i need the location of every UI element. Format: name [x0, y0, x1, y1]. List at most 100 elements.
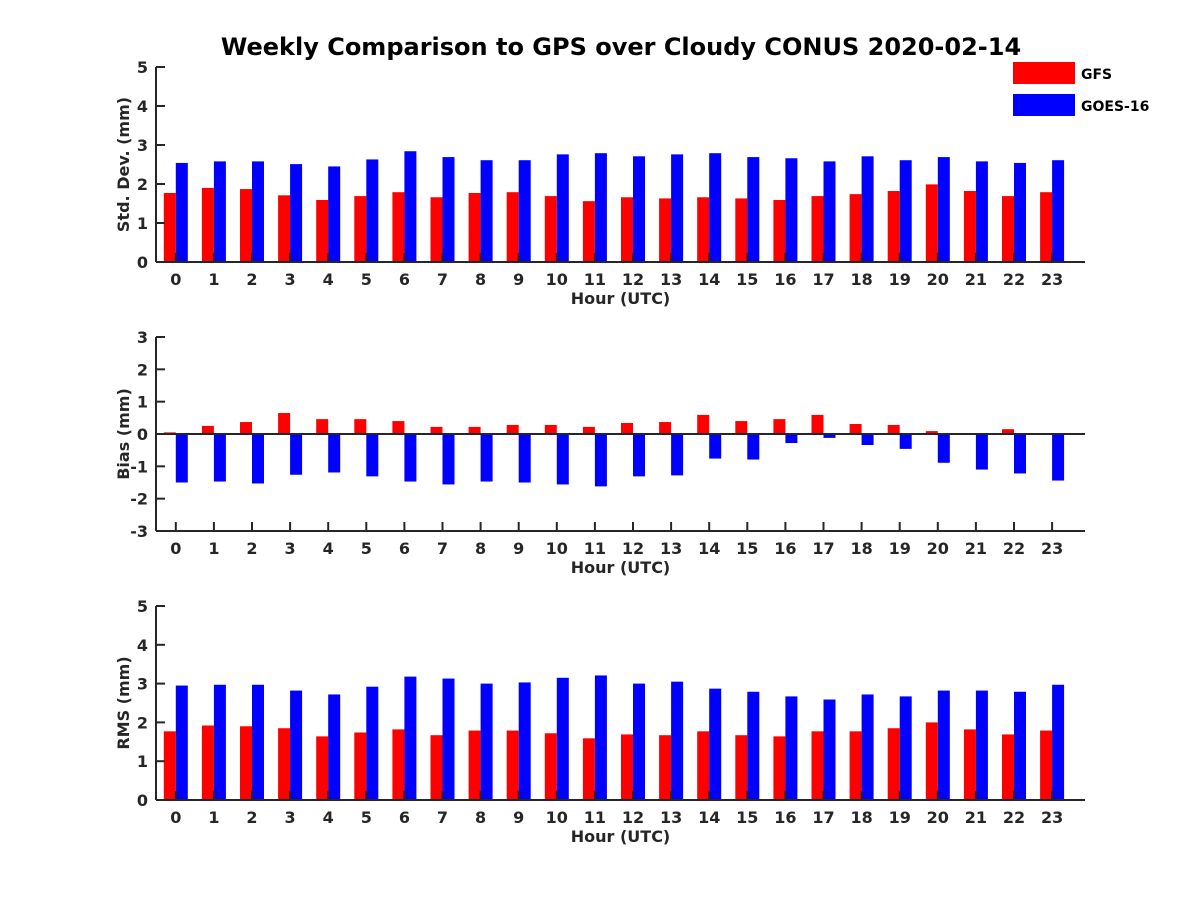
bar: [175, 685, 188, 800]
x-tick-label: 7: [437, 539, 448, 558]
bar: [556, 434, 569, 485]
bar: [1040, 192, 1053, 262]
x-tick-label: 17: [812, 808, 834, 827]
bar: [785, 158, 798, 262]
bar: [404, 676, 417, 800]
bar: [582, 738, 595, 800]
series-goes-16: [175, 675, 1065, 800]
x-tick-label: 4: [323, 539, 334, 558]
bar: [518, 160, 531, 262]
bar: [430, 426, 443, 434]
bar: [480, 160, 493, 262]
bar: [633, 156, 645, 262]
bar: [1052, 160, 1065, 262]
bar: [506, 192, 519, 262]
x-tick-label: 19: [889, 270, 911, 289]
y-tick-label: 2: [137, 713, 148, 732]
x-tick-label: 22: [1003, 539, 1025, 558]
bar: [937, 690, 950, 800]
x-tick-label: 14: [698, 270, 720, 289]
bar: [621, 197, 633, 262]
bar: [823, 699, 836, 800]
bar: [899, 696, 912, 800]
bar: [556, 154, 569, 262]
y-tick-label: 4: [137, 636, 148, 655]
x-tick-label: 9: [513, 808, 524, 827]
bar: [213, 684, 226, 800]
y-tick-label: -1: [130, 457, 148, 476]
x-tick-label: 18: [850, 270, 872, 289]
bar: [163, 192, 176, 262]
y-tick-label: 3: [137, 136, 148, 155]
bar: [697, 731, 710, 800]
x-tick-label: 21: [965, 808, 987, 827]
bar: [735, 198, 748, 262]
bar: [899, 160, 912, 262]
bar: [785, 434, 798, 444]
x-axis-label: Hour (UTC): [571, 289, 671, 308]
legend-label: GFS: [1081, 67, 1112, 83]
bar: [442, 678, 455, 800]
x-tick-label: 21: [965, 270, 987, 289]
legend-item-gfs: GFS: [1013, 62, 1112, 84]
bar: [861, 434, 874, 445]
bar: [480, 434, 493, 482]
bar: [518, 434, 531, 483]
x-tick-label: 6: [399, 270, 410, 289]
bar: [366, 159, 379, 262]
bar: [887, 728, 900, 800]
x-tick-label: 3: [285, 808, 296, 827]
bar: [430, 197, 443, 262]
bar: [328, 434, 341, 473]
bar: [240, 726, 252, 800]
x-axis-label: Hour (UTC): [571, 558, 671, 577]
bar: [925, 431, 938, 434]
bar: [290, 434, 303, 475]
x-tick-label: 8: [475, 808, 486, 827]
bar: [1014, 162, 1026, 262]
bar: [404, 151, 417, 262]
series-goes-16: [175, 434, 1065, 487]
bar: [671, 154, 684, 262]
bar: [773, 199, 786, 262]
bar: [1014, 434, 1026, 474]
x-tick-label: 11: [584, 270, 606, 289]
x-tick-label: 18: [850, 808, 872, 827]
bar: [392, 729, 405, 800]
x-tick-label: 10: [546, 808, 568, 827]
bar: [811, 414, 824, 434]
bar: [316, 419, 329, 434]
bar: [849, 731, 862, 800]
y-axis-label: RMS (mm): [114, 656, 133, 749]
y-tick-label: 2: [137, 360, 148, 379]
bar: [201, 187, 214, 262]
x-tick-label: 16: [774, 808, 796, 827]
bar: [975, 434, 988, 470]
bar: [354, 196, 367, 262]
bar: [925, 722, 938, 800]
x-tick-label: 22: [1003, 808, 1025, 827]
bar: [621, 423, 633, 434]
x-tick-label: 2: [246, 539, 257, 558]
y-tick-label: -3: [130, 522, 148, 541]
x-tick-label: 1: [208, 539, 219, 558]
legend-swatch: [1013, 94, 1075, 116]
series-gfs: [163, 722, 1053, 800]
x-tick-label: 10: [546, 539, 568, 558]
bar: [594, 434, 607, 487]
x-tick-label: 12: [622, 539, 644, 558]
bar: [404, 434, 417, 482]
bar: [240, 422, 252, 434]
bar: [594, 675, 607, 800]
bar: [785, 696, 798, 800]
bar: [201, 725, 214, 800]
x-tick-label: 13: [660, 539, 682, 558]
bar: [975, 161, 988, 262]
series-gfs: [163, 184, 1053, 262]
x-tick-label: 2: [246, 808, 257, 827]
bar: [252, 161, 264, 262]
bar: [175, 434, 188, 483]
